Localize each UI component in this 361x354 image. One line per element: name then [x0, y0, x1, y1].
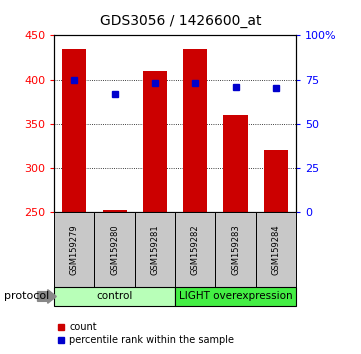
Bar	[95, 212, 135, 287]
Bar	[143, 71, 167, 212]
Bar	[175, 287, 296, 306]
Bar	[103, 210, 127, 212]
Bar	[183, 48, 207, 212]
Text: GSM159280: GSM159280	[110, 224, 119, 275]
Bar	[62, 48, 86, 212]
Text: protocol: protocol	[4, 291, 49, 302]
Text: GDS3056 / 1426600_at: GDS3056 / 1426600_at	[100, 14, 261, 28]
Text: GSM159283: GSM159283	[231, 224, 240, 275]
Bar	[175, 212, 216, 287]
Bar	[135, 212, 175, 287]
Text: GSM159282: GSM159282	[191, 224, 200, 275]
Text: control: control	[96, 291, 133, 302]
Text: GSM159284: GSM159284	[271, 224, 280, 275]
Bar	[256, 212, 296, 287]
Bar	[264, 150, 288, 212]
Text: LIGHT overexpression: LIGHT overexpression	[179, 291, 292, 302]
FancyArrow shape	[38, 290, 56, 303]
Legend: count, percentile rank within the sample: count, percentile rank within the sample	[52, 319, 238, 349]
Bar	[54, 287, 175, 306]
Text: GSM159281: GSM159281	[151, 224, 160, 275]
Bar	[54, 212, 95, 287]
Bar	[216, 212, 256, 287]
Text: GSM159279: GSM159279	[70, 224, 79, 275]
Bar	[223, 115, 248, 212]
